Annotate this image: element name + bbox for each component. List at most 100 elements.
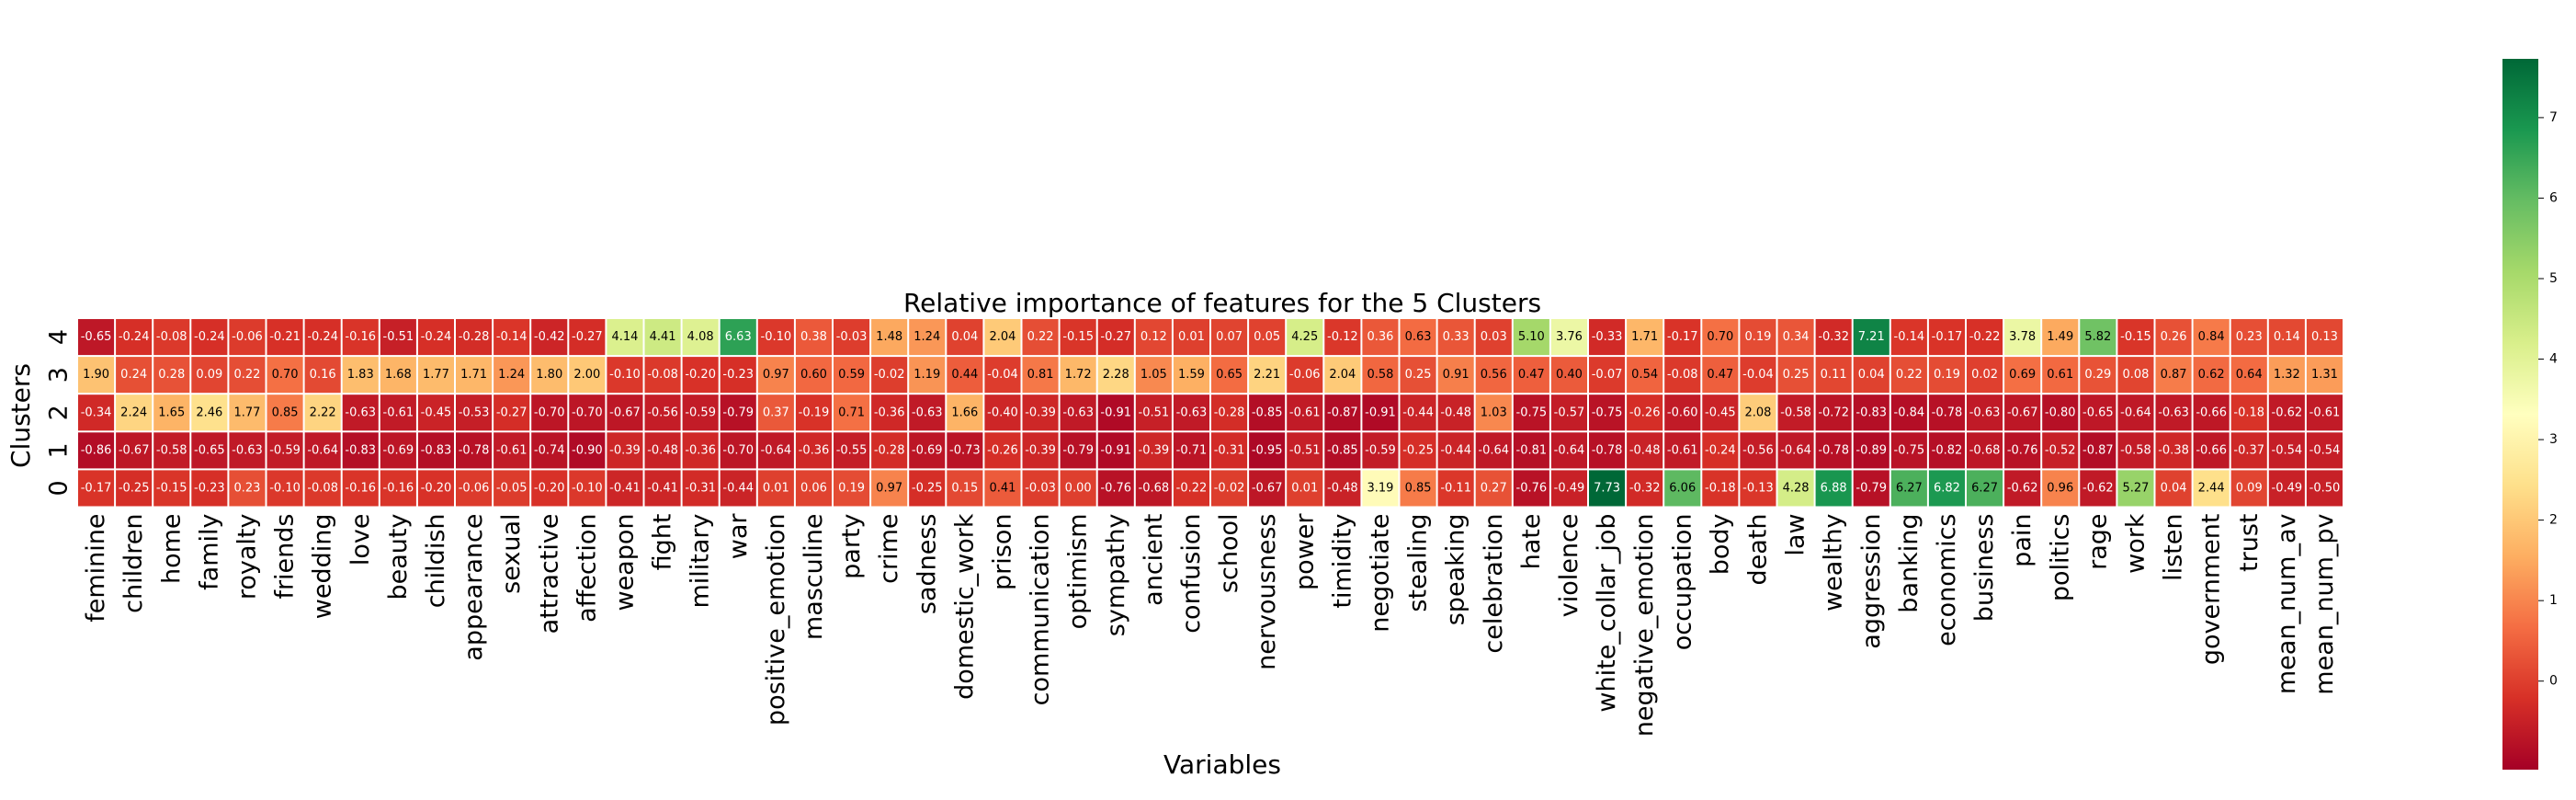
cell-value-label: 0.85 [272,406,299,419]
cell-value-label: 1.05 [1140,368,1167,382]
cell-value-label: -0.08 [307,481,338,495]
cell-value-label: -0.67 [119,443,150,457]
cell-value-label: -0.05 [496,481,528,495]
heatmap-cell [78,470,115,507]
cell-value-label: -0.91 [1100,443,1131,457]
cell-value-label: 0.12 [1140,330,1167,344]
heatmap-cell [1097,470,1134,507]
heatmap-cell [1362,394,1399,431]
cell-value-label: -0.45 [421,406,452,419]
colorbar-tick-label: 3 [2549,432,2558,447]
heatmap-cell [1287,319,1323,356]
heatmap-cell [1702,432,1739,469]
cell-value-label: 0.26 [2161,330,2187,344]
cell-value-label: -0.51 [1139,406,1170,419]
cell-value-label: 1.65 [158,406,185,419]
heatmap-cell [494,432,530,469]
x-tick-label: mean_num_av [2273,513,2301,694]
heatmap-cell [871,394,908,431]
heatmap-cell [947,319,983,356]
x-tick-label: childish [422,514,450,609]
heatmap-cell [78,357,115,394]
heatmap-cell [2268,394,2305,431]
cell-value-label: -0.40 [987,406,1018,419]
heatmap-cell [456,470,493,507]
cell-value-label: -0.17 [1932,330,1963,344]
heatmap-cell [1022,357,1059,394]
x-tick-label: white_collar_job [1593,514,1621,713]
x-tick-label: timidity [1328,513,1356,608]
x-tick-label: pain [2008,514,2037,567]
heatmap-cell [1475,394,1512,431]
heatmap-cell [720,470,756,507]
cell-value-label: 6.06 [1669,481,1696,495]
heatmap-cell [267,357,303,394]
cell-value-label: 0.14 [2274,330,2300,344]
cell-value-label: -0.32 [1818,330,1849,344]
heatmap-cell [456,394,493,431]
cell-value-label: 0.25 [1783,368,1810,382]
heatmap-cell [1664,432,1701,469]
heatmap-cell [1362,432,1399,469]
heatmap-cell [2193,432,2230,469]
cell-value-label: -0.53 [459,406,490,419]
heatmap-cell [2004,357,2041,394]
cell-value-label: 1.19 [914,368,940,382]
x-tick-label: weapon [610,514,639,611]
cell-value-label: -0.28 [874,443,905,457]
heatmap-cell [1589,470,1626,507]
x-tick-label: mean_num_pv [2310,513,2339,694]
heatmap-cell [1362,319,1399,356]
heatmap-cell [1815,319,1852,356]
colorbar-gradient [2502,59,2538,770]
heatmap-cell [417,394,454,431]
cell-value-label: -0.78 [459,443,490,457]
heatmap-cell [795,357,832,394]
y-tick-label: 1 [45,442,74,458]
heatmap-cell [2230,319,2267,356]
heatmap-cell [456,319,493,356]
cell-value-label: 0.97 [763,368,789,382]
heatmap-cell [1550,319,1587,356]
cell-value-label: 1.31 [2311,368,2338,382]
cell-value-label: -0.57 [1554,406,1585,419]
heatmap-cell [644,432,681,469]
heatmap-cell [1890,319,1927,356]
cell-value-label: 0.84 [2198,330,2225,344]
cell-value-label: -0.84 [1894,406,1925,419]
cell-value-label: -0.55 [836,443,868,457]
cell-value-label: 0.09 [2236,481,2263,495]
heatmap-cell [2155,357,2192,394]
heatmap-cell [191,432,228,469]
x-tick-label: fight [649,514,677,571]
x-tick-label: law [1782,514,1810,556]
cell-value-label: -0.76 [1516,481,1548,495]
heatmap-cell [342,432,379,469]
heatmap-cell [2117,319,2154,356]
heatmap-cell [2155,394,2192,431]
cell-value-label: -0.90 [572,443,603,457]
heatmap-cell [607,394,643,431]
cell-value-label: -0.15 [1062,330,1094,344]
x-tick-label: negative_emotion [1630,514,1659,737]
cell-value-label: -0.64 [307,443,338,457]
heatmap-cell [494,357,530,394]
cell-value-label: -0.04 [987,368,1018,382]
cell-value-label: -0.62 [2272,406,2303,419]
cell-value-label: 2.08 [1744,406,1771,419]
heatmap-cell [1550,470,1587,507]
cell-value-label: -0.83 [421,443,452,457]
cell-value-label: -0.48 [1440,406,1471,419]
cell-value-label: -0.37 [2233,443,2264,457]
x-tick-label: death [1743,514,1772,586]
heatmap-cell [607,432,643,469]
cell-value-label: -0.41 [609,481,641,495]
colorbar-tick-label: 1 [2549,593,2558,608]
heatmap-cell [1060,470,1096,507]
cell-value-label: 4.25 [1291,330,1318,344]
cell-value-label: -0.58 [156,443,187,457]
cell-value-label: -0.07 [1592,368,1623,382]
cell-value-label: 0.03 [1481,330,1507,344]
heatmap-cell [229,394,266,431]
heatmap-cell [644,357,681,394]
